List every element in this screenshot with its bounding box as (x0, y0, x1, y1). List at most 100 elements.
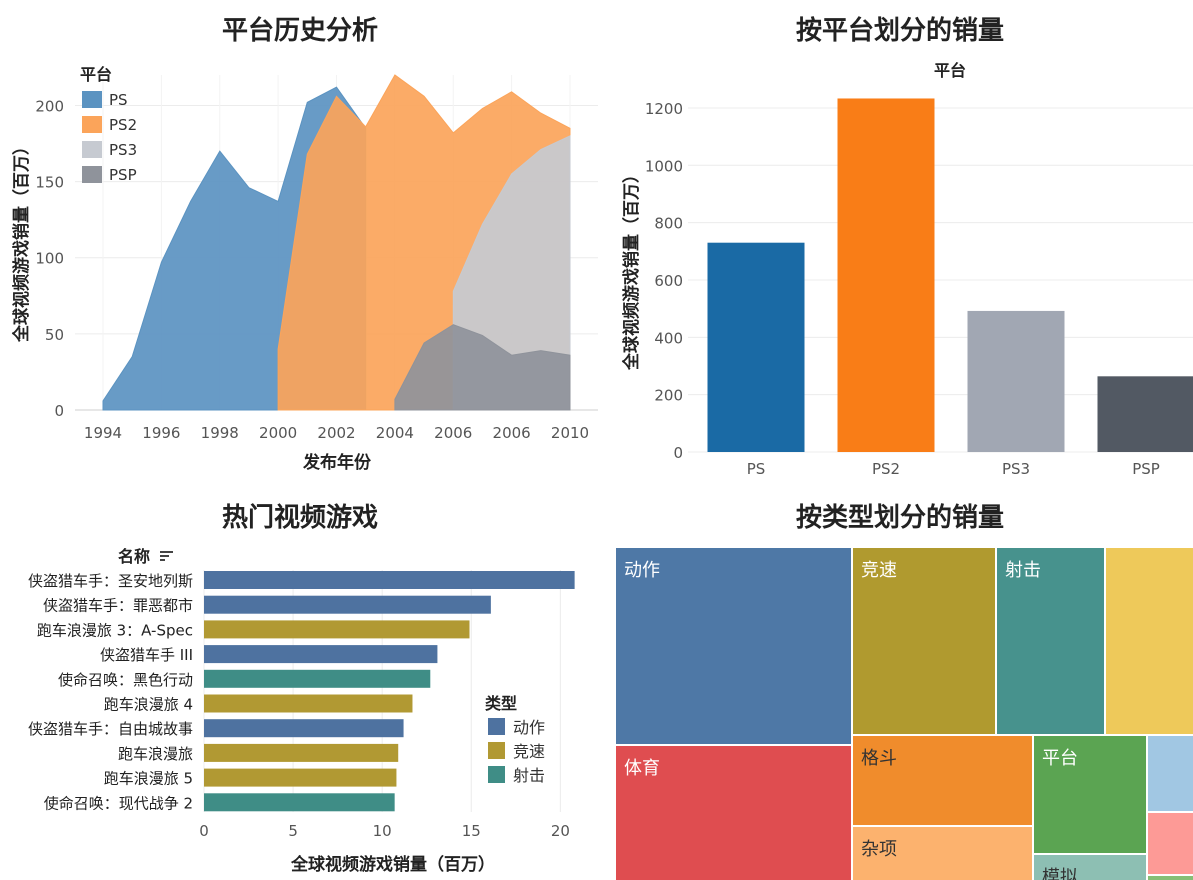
area-xtick: 2002 (317, 424, 355, 442)
area-xtick: 1996 (142, 424, 180, 442)
game-label: 侠盗猎车手 III (100, 646, 193, 664)
treemap-label: 体育 (624, 758, 660, 779)
game-bar (204, 719, 404, 738)
legend-label: PS (109, 91, 128, 109)
treemap-cell (1147, 812, 1193, 875)
hbar-xtick: 0 (199, 822, 209, 840)
game-bar (204, 768, 397, 787)
genre-sales-panel: 按类型划分的销量 动作 竞速 射击体育 格斗杂项 平台模拟 (600, 490, 1193, 880)
bar-ytick: 1200 (645, 100, 683, 118)
treemap-cell: 体育 (615, 745, 852, 880)
hbar-xtick: 20 (551, 822, 570, 840)
area-ylabel: 全球视频游戏销量（百万） (11, 138, 32, 343)
legend-swatch-ps (82, 91, 102, 108)
hbar-xtick: 15 (462, 822, 481, 840)
legend-label: PS3 (109, 141, 137, 159)
area-ytick: 200 (35, 97, 64, 115)
area-ytick: 0 (54, 402, 64, 420)
treemap-title: 按类型划分的销量 (795, 503, 1004, 533)
area-xtick: 2000 (259, 424, 297, 442)
top-games-xlabel: 全球视频游戏销量（百万） (290, 854, 495, 875)
genre-legend-swatch (488, 766, 505, 783)
treemap-label: 平台 (1042, 748, 1078, 769)
legend-label: PSP (109, 166, 137, 184)
bar-xtick: PS (747, 460, 766, 478)
bar-psp (1097, 376, 1193, 452)
bar-ytick: 400 (654, 329, 683, 347)
bar-ytick: 200 (654, 387, 683, 405)
game-bar (204, 620, 470, 639)
game-label: 侠盗猎车手：圣安地列斯 (28, 572, 193, 590)
area-xlabel: 发布年份 (302, 452, 372, 473)
game-label: 使命召唤：现代战争 2 (44, 794, 193, 812)
area-xtick: 2006 (493, 424, 531, 442)
game-label: 跑车浪漫旅 (118, 745, 193, 763)
treemap-cell: 竞速 (852, 547, 996, 735)
genre-treemap: 动作 竞速 射击体育 格斗杂项 平台模拟 (615, 547, 1193, 880)
game-label: 使命召唤：黑色行动 (58, 671, 193, 689)
game-bar (204, 571, 575, 589)
treemap-label: 动作 (624, 560, 660, 581)
game-bar (204, 645, 438, 664)
genre-legend-swatch (488, 742, 505, 759)
legend-label: PS2 (109, 116, 137, 134)
game-bar (204, 743, 399, 762)
bar-xtick: PS3 (1002, 460, 1030, 478)
treemap-label: 模拟 (1042, 867, 1078, 880)
treemap-cell: 格斗 (852, 735, 1033, 826)
treemap-label: 杂项 (861, 839, 897, 860)
genre-legend-label: 动作 (513, 718, 545, 737)
hbar-xtick: 5 (288, 822, 298, 840)
area-chart: 0 50 100 150 200 1994 1996 1998 2000 2002 2004 200… (11, 65, 598, 473)
genre-legend-label: 竞速 (513, 742, 545, 761)
area-xtick: 1998 (201, 424, 239, 442)
bar-ytick: 0 (673, 444, 683, 462)
game-label: 侠盗猎车手：自由城故事 (28, 720, 193, 738)
hbar-xtick: 10 (373, 822, 392, 840)
game-label: 跑车浪漫旅 4 (104, 696, 193, 714)
sort-icon[interactable] (160, 551, 173, 561)
area-xtick: 1994 (84, 424, 122, 442)
top-games-panel: 热门视频游戏 名称 侠盗猎车手：圣安地列斯侠盗猎车手：罪恶都市 跑车浪漫旅 3：A… (0, 490, 600, 880)
game-label: 侠盗猎车手：罪恶都市 (43, 597, 193, 615)
genre-legend-label: 射击 (513, 766, 545, 785)
bar-chart-title: 按平台划分的销量 (795, 16, 1004, 46)
area-chart-title: 平台历史分析 (221, 16, 378, 46)
bar-ytick: 600 (654, 272, 683, 290)
platform-history-panel: 平台历史分析 0 50 100 150 200 1994 1996 1998 2000 2002… (0, 0, 600, 480)
treemap-cell: 模拟 (1033, 854, 1147, 880)
treemap-label: 射击 (1005, 560, 1041, 581)
game-label: 跑车浪漫旅 3：A-Spec (37, 621, 193, 639)
bar-ps (707, 242, 805, 452)
game-bar (204, 793, 395, 812)
top-games-title: 热门视频游戏 (221, 503, 378, 533)
legend-swatch-ps3 (82, 141, 102, 158)
area-xtick: 2010 (551, 424, 589, 442)
treemap-cell (1105, 547, 1193, 735)
game-bar (204, 694, 413, 713)
bar-ps3 (967, 310, 1065, 452)
genre-legend-title: 类型 (485, 694, 517, 713)
treemap-cell: 平台 (1033, 735, 1147, 854)
name-axis-header: 名称 (118, 547, 150, 566)
bar-subtitle: 平台 (934, 61, 966, 80)
bar-chart: 平台 0 200 400 600 800 1000 1200 PS PS2 PS3 PSP 全球视… (621, 61, 1193, 478)
legend-swatch-ps2 (82, 116, 102, 133)
bar-xtick: PS2 (872, 460, 900, 478)
treemap-cell: 动作 (615, 547, 852, 745)
treemap-cell (1147, 735, 1193, 812)
area-xtick: 2006 (434, 424, 472, 442)
platform-sales-panel: 按平台划分的销量 平台 0 200 400 600 800 1000 1200 PS PS2 P… (600, 0, 1193, 480)
area-series-psp (394, 324, 571, 411)
treemap-label: 格斗 (861, 748, 897, 769)
treemap-cell: 杂项 (852, 826, 1033, 880)
area-ytick: 50 (45, 326, 64, 344)
genre-legend-swatch (488, 718, 505, 735)
treemap-cell: 射击 (996, 547, 1105, 735)
game-label: 跑车浪漫旅 5 (104, 770, 193, 788)
treemap-label: 竞速 (861, 560, 897, 581)
area-legend-title: 平台 (80, 65, 112, 84)
area-xtick: 2004 (376, 424, 414, 442)
game-bar (204, 669, 431, 688)
area-ytick: 150 (35, 174, 64, 192)
